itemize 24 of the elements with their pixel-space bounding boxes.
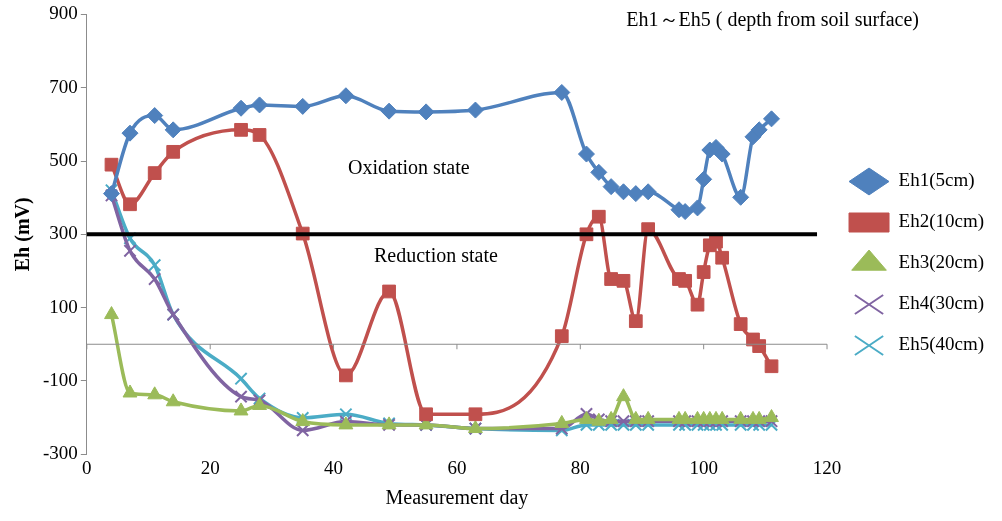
x-tick-label: 80 [570, 456, 590, 478]
x-tick-label: 40 [324, 456, 344, 478]
x-tick-label: 60 [447, 456, 467, 478]
y-tick-label: 300 [49, 222, 78, 244]
x-tick-label: 20 [200, 456, 220, 478]
y-tick-label: 900 [49, 2, 78, 24]
annotation: Oxidation state [348, 155, 470, 178]
annotation: Reduction state [374, 243, 498, 266]
y-axis-title: Eh (mV) [11, 197, 35, 272]
legend-label: Eh3(20cm) [898, 251, 985, 274]
annotation: Eh1～Eh5 ( depth from soil surface) [626, 7, 920, 31]
y-tick-label: -300 [43, 442, 78, 464]
x-tick-label: 0 [82, 456, 92, 478]
y-tick-label: -100 [43, 368, 78, 390]
y-tick-label: 700 [49, 75, 78, 97]
legend-label: Eh4(30cm) [898, 292, 985, 315]
legend-label: Eh2(10cm) [898, 210, 985, 233]
y-tick-label: 500 [49, 148, 78, 170]
x-axis-title: Measurement day [385, 486, 529, 510]
x-tick-label: 120 [812, 456, 842, 478]
legend-label: Eh1(5cm) [898, 169, 975, 192]
y-tick-label: 100 [49, 295, 78, 317]
x-tick-label: 100 [689, 456, 718, 478]
legend-label: Eh5(40cm) [898, 333, 985, 356]
